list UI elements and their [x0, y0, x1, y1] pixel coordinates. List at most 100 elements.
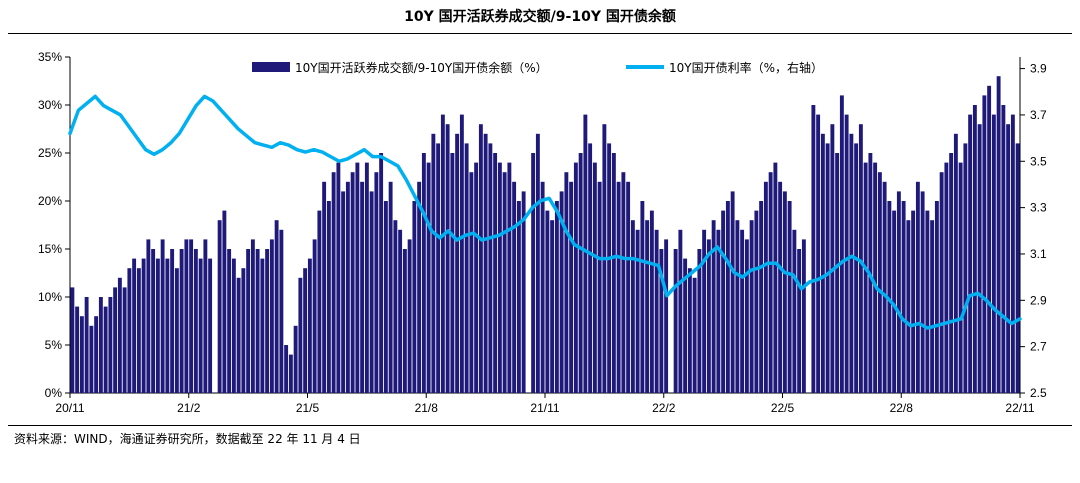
bar: [901, 201, 906, 393]
bar: [246, 249, 251, 393]
y-left-tick-label: 20%: [38, 194, 62, 208]
bar: [113, 287, 118, 393]
bar: [483, 133, 488, 394]
bar: [564, 172, 569, 393]
bar: [635, 229, 640, 393]
bar: [293, 325, 298, 393]
bar: [79, 316, 84, 393]
rate-line: [68, 94, 1022, 330]
bar: [716, 229, 721, 393]
bar: [944, 162, 949, 393]
title-rule: [8, 33, 1072, 34]
bar: [588, 143, 593, 393]
bar: [393, 220, 398, 393]
bar: [811, 105, 816, 393]
bar: [274, 220, 279, 393]
bar: [996, 76, 1001, 393]
bar: [350, 172, 355, 393]
x-tick-label: 21/2: [177, 401, 201, 415]
bar: [379, 153, 384, 393]
bar: [250, 239, 255, 393]
bar: [797, 249, 802, 393]
bar: [155, 258, 160, 393]
bar: [626, 181, 631, 393]
bar: [203, 239, 208, 393]
bar: [735, 220, 740, 393]
y-right-tick-label: 3.9: [1030, 62, 1047, 76]
bar: [507, 162, 512, 393]
bar: [265, 249, 270, 393]
bar: [863, 162, 868, 393]
bar: [307, 258, 312, 393]
bar: [559, 191, 564, 393]
bar: [407, 239, 412, 393]
bar: [773, 162, 778, 393]
bar: [141, 258, 146, 393]
bar: [583, 114, 588, 393]
bar: [236, 277, 241, 393]
bar: [336, 162, 341, 393]
bar: [464, 143, 469, 393]
bar: [659, 249, 664, 393]
bar: [597, 181, 602, 393]
bar: [692, 277, 697, 393]
bar: [193, 249, 198, 393]
bar: [934, 201, 939, 393]
source-rule: [8, 425, 1072, 426]
bar: [255, 249, 260, 393]
bar: [227, 249, 232, 393]
bar: [664, 239, 669, 393]
x-tick-label: 22/11: [1005, 401, 1034, 415]
bar: [288, 354, 293, 393]
bar: [654, 229, 659, 393]
bar: [222, 210, 227, 393]
bar: [782, 191, 787, 393]
bar: [920, 191, 925, 393]
bar: [982, 95, 987, 394]
bar: [326, 201, 331, 393]
bar: [497, 162, 502, 393]
bar: [516, 201, 521, 393]
bar: [341, 191, 346, 393]
bar: [75, 306, 80, 393]
source-note: 资料来源：WIND，海通证券研究所，数据截至 22 年 11 月 4 日: [14, 432, 361, 446]
bar: [877, 172, 882, 393]
bar: [488, 143, 493, 393]
bar: [706, 239, 711, 393]
bar: [616, 181, 621, 393]
bar: [830, 124, 835, 393]
bar: [431, 133, 436, 394]
bar: [649, 210, 654, 393]
bar: [331, 172, 336, 393]
bar: [721, 210, 726, 393]
bar: [136, 268, 141, 393]
y-left-tick-label: 10%: [38, 290, 62, 304]
bar: [911, 210, 916, 393]
bar: [84, 297, 89, 393]
y-left-ticks: 0% 5% 10% 15% 20% 25% 30% 35%: [38, 50, 70, 400]
bar: [697, 249, 702, 393]
bar: [554, 201, 559, 393]
legend-bar-label: 10Y国开活跃券成交额/9-10Y国开债余额（%）: [295, 60, 548, 75]
bar: [896, 191, 901, 393]
bar: [1015, 143, 1020, 393]
y-left-tick-label: 30%: [38, 98, 62, 112]
bar: [132, 258, 137, 393]
bar: [402, 249, 407, 393]
bar: [459, 114, 464, 393]
bar: [968, 114, 973, 393]
bar: [174, 268, 179, 393]
y-right-tick-label: 3.7: [1030, 108, 1047, 122]
bar: [440, 114, 445, 393]
bar: [977, 124, 982, 393]
bar: [991, 114, 996, 393]
bar: [217, 220, 222, 393]
bar: [873, 162, 878, 393]
bar: [740, 229, 745, 393]
x-tick-label: 21/11: [530, 401, 559, 415]
bar: [730, 191, 735, 393]
bar: [1010, 114, 1015, 393]
bar: [540, 181, 545, 393]
y-left-tick-label: 0%: [45, 386, 63, 400]
